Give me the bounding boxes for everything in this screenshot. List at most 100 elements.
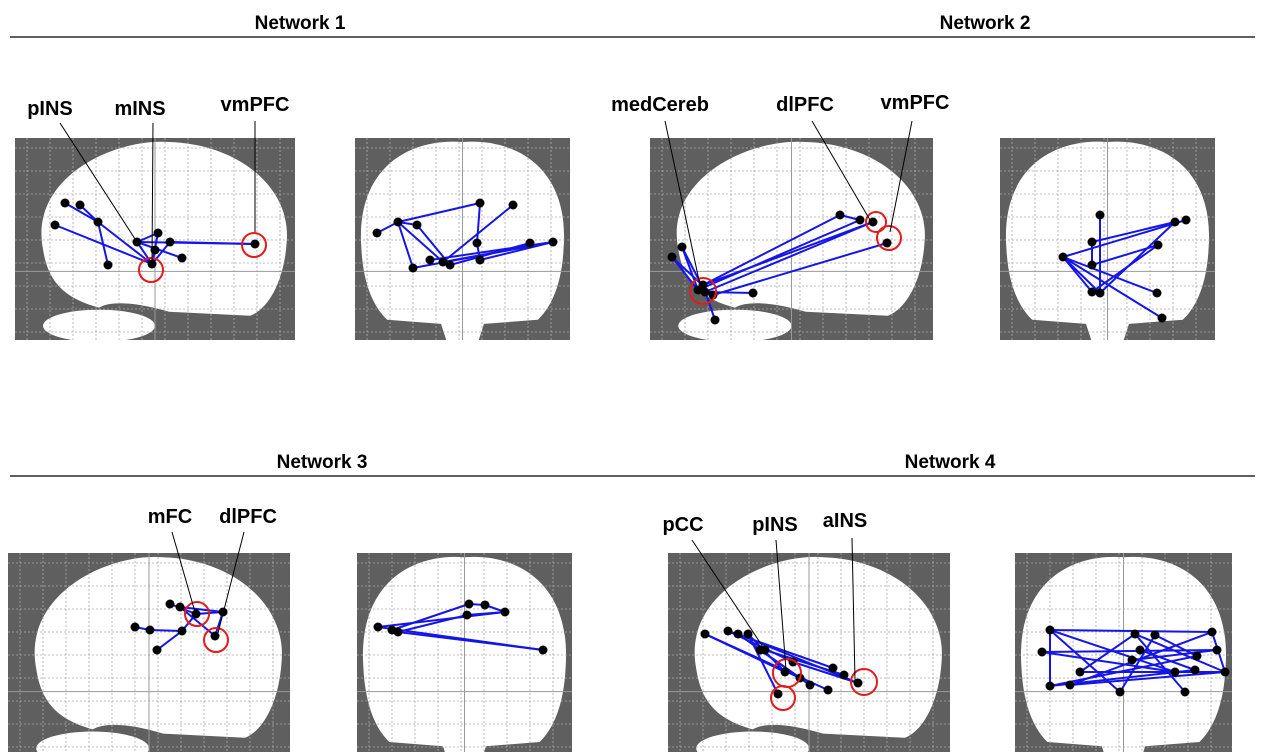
node	[413, 221, 422, 230]
edge	[150, 630, 182, 631]
node	[701, 630, 710, 639]
figure: Network 1 Network 2 Network 3 Network 4 …	[0, 0, 1264, 752]
node	[1151, 631, 1160, 640]
panels	[8, 121, 1232, 752]
node	[734, 630, 743, 639]
node	[1208, 628, 1217, 637]
node	[178, 254, 187, 263]
node	[1153, 289, 1162, 298]
node	[1096, 211, 1105, 220]
node	[426, 256, 435, 265]
region-label: vmPFC	[881, 92, 950, 114]
node	[131, 623, 140, 632]
node	[509, 201, 518, 210]
node	[476, 199, 485, 208]
region-label: mINS	[114, 98, 165, 120]
region-label: dlPFC	[776, 94, 834, 116]
network-title: Network 2	[940, 13, 1031, 34]
brain-panel	[8, 553, 290, 752]
node	[154, 229, 163, 238]
node	[781, 668, 790, 677]
node	[1171, 218, 1180, 227]
node	[724, 627, 733, 636]
node	[1213, 646, 1222, 655]
node	[1193, 652, 1202, 661]
node	[678, 243, 687, 252]
node	[373, 229, 382, 238]
node	[1046, 626, 1055, 635]
node	[76, 201, 85, 210]
region-label: mFC	[148, 506, 192, 528]
node	[1088, 238, 1097, 247]
node	[476, 256, 485, 265]
node	[51, 221, 60, 230]
region-label: aINS	[823, 510, 867, 532]
node	[1059, 253, 1068, 262]
region-label: vmPFC	[221, 94, 290, 116]
region-label: pINS	[752, 514, 798, 536]
node	[840, 671, 849, 680]
brain-panel	[668, 553, 950, 752]
node	[251, 240, 260, 249]
node	[774, 690, 783, 699]
node	[1096, 289, 1105, 298]
node	[668, 253, 677, 262]
node	[394, 628, 403, 637]
node	[1046, 682, 1055, 691]
node	[539, 646, 548, 655]
node	[192, 610, 201, 619]
node	[446, 261, 455, 270]
node	[1182, 216, 1191, 225]
node	[153, 646, 162, 655]
node	[1066, 681, 1075, 690]
node	[711, 316, 720, 325]
node	[1131, 630, 1140, 639]
node	[1158, 314, 1167, 323]
node	[1221, 668, 1230, 677]
node	[1154, 241, 1163, 250]
node	[1171, 668, 1180, 677]
node	[549, 238, 558, 247]
node	[1191, 666, 1200, 675]
node	[829, 664, 838, 673]
node	[146, 626, 155, 635]
node	[94, 218, 103, 227]
node	[166, 600, 175, 609]
network-title: Network 3	[277, 452, 368, 473]
node	[1181, 688, 1190, 697]
node	[394, 218, 403, 227]
node	[374, 623, 383, 632]
node	[749, 289, 758, 298]
node	[465, 600, 474, 609]
node	[836, 211, 845, 220]
node	[463, 611, 472, 620]
node	[61, 199, 70, 208]
node	[178, 627, 187, 636]
region-label: dlPFC	[219, 506, 277, 528]
node	[481, 601, 490, 610]
node	[409, 264, 418, 273]
node	[744, 630, 753, 639]
node	[526, 239, 535, 248]
node	[1088, 288, 1097, 297]
node	[1136, 646, 1145, 655]
node	[1116, 688, 1125, 697]
cerebellum	[43, 310, 155, 342]
node	[883, 239, 892, 248]
node	[824, 686, 833, 695]
region-label: pINS	[27, 98, 73, 120]
node	[1038, 648, 1047, 657]
network-title: Network 4	[905, 452, 996, 473]
node	[473, 239, 482, 248]
node	[856, 216, 865, 225]
node	[806, 681, 815, 690]
node	[1076, 668, 1085, 677]
region-label: medCereb	[611, 94, 709, 116]
node	[501, 608, 510, 617]
node	[166, 238, 175, 247]
node	[1128, 656, 1137, 665]
network-title: Network 1	[255, 13, 346, 34]
region-label: pCC	[662, 514, 703, 536]
node	[104, 261, 113, 270]
node	[176, 603, 185, 612]
